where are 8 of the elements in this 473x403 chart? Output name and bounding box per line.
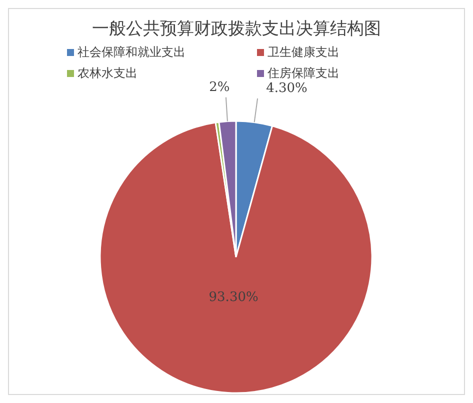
legend-label: 住房保障支出 [268,65,340,82]
data-label: 2% [209,80,230,95]
data-label: 4.30% [266,80,308,96]
legend-label: 卫生健康支出 [268,44,340,61]
legend-label: 社会保障和就业支出 [78,44,186,61]
chart-title: 一般公共预算财政拨款支出决算结构图 [91,18,382,40]
legend-label: 农林水支出 [78,65,138,82]
data-label: 93.30% [208,290,258,306]
